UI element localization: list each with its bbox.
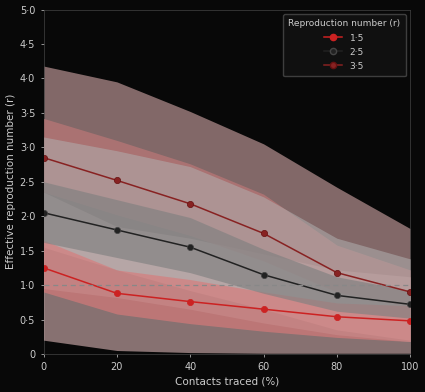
X-axis label: Contacts traced (%): Contacts traced (%) [175, 376, 279, 387]
Y-axis label: Effective reproduction number (r): Effective reproduction number (r) [6, 94, 16, 269]
Legend: 1·5, 2·5, 3·5: 1·5, 2·5, 3·5 [283, 14, 406, 76]
